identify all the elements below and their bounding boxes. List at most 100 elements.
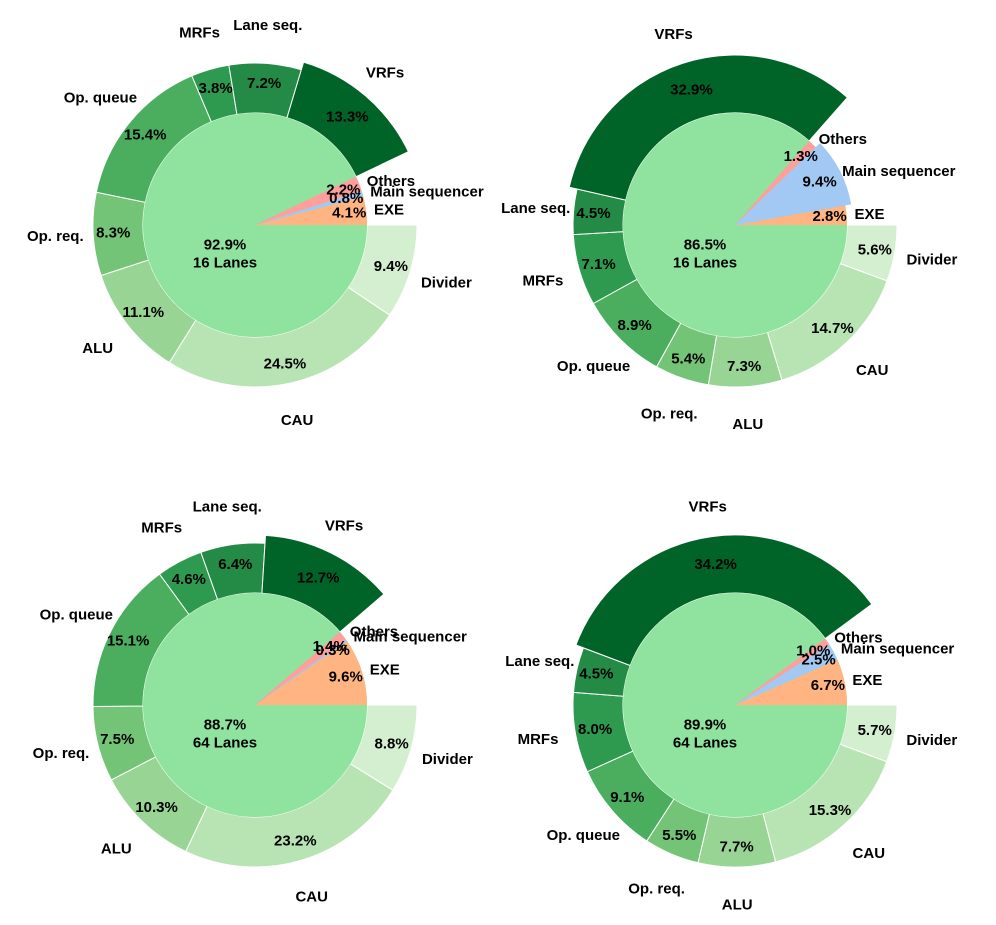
- outer-label-op-queue: 8.9%: [617, 317, 651, 334]
- outer-label-mrfs: 8.0%: [578, 721, 612, 738]
- inner-name-exe: EXE: [370, 661, 400, 678]
- wedges: [92, 61, 418, 388]
- outer-wedge-vrfs: [568, 54, 849, 201]
- outer-label-op-req: 5.4%: [671, 351, 705, 368]
- outer-name-mrfs: MRFs: [522, 272, 563, 289]
- outer-name-divider: Divider: [422, 751, 473, 768]
- outer-name-op-queue: Op. queue: [547, 827, 620, 844]
- outer-label-divider: 8.8%: [374, 735, 408, 752]
- outer-label-cau: 15.3%: [809, 802, 852, 819]
- outer-name-cau: CAU: [281, 412, 314, 429]
- inner-wedge-exe: [255, 196, 367, 225]
- inner-name-main-sequencer: Main sequencer: [354, 629, 468, 646]
- outer-label-op-req: 5.5%: [662, 827, 696, 844]
- outer-label-divider: 5.6%: [858, 241, 892, 258]
- inner-wedge-exe: [255, 641, 367, 705]
- inner-name-others: Others: [819, 131, 867, 148]
- inner-name-exe: EXE: [374, 201, 404, 218]
- inner-label-others: 1.4%: [313, 638, 347, 655]
- outer-name-op-queue: Op. queue: [40, 607, 113, 624]
- outer-label-lane-seq: 4.5%: [576, 205, 610, 222]
- outer-label-lane-seq: 7.2%: [247, 75, 281, 92]
- inner-wedge-main-sequencer: [735, 143, 852, 225]
- inner-wedge-others: [735, 140, 816, 225]
- inner-wedge-main-sequencer: [255, 639, 348, 705]
- outer-name-lane-seq: Lane seq.: [505, 653, 574, 670]
- outer-name-op-req: Op. req.: [641, 405, 698, 422]
- wedges: [572, 534, 898, 868]
- labels: 5.6% Divider 14.7% CAU 7.3% ALU 5.4% Op. req. 8.…: [501, 26, 957, 433]
- inner-wedge-others: [255, 631, 347, 705]
- outer-name-divider: Divider: [906, 732, 957, 749]
- inner-name-main-sequencer: Main sequencer: [841, 641, 955, 658]
- outer-label-op-req: 8.3%: [96, 225, 130, 242]
- outer-label-mrfs: 7.1%: [581, 256, 615, 273]
- center-caption: 16 Lanes: [193, 255, 257, 272]
- inner-name-exe: EXE: [852, 672, 882, 689]
- inner-label-exe: 6.7%: [811, 677, 845, 694]
- inner-wedge-others: [735, 638, 830, 705]
- inner-wedge-exe: [735, 205, 847, 225]
- inner-name-exe: EXE: [855, 206, 885, 223]
- outer-label-vrfs: 34.2%: [694, 556, 737, 573]
- outer-name-lane-seq: Lane seq.: [193, 498, 262, 515]
- center-value: 92.9%: [204, 237, 247, 254]
- outer-label-alu: 11.1%: [122, 304, 164, 321]
- outer-name-op-queue: Op. queue: [64, 90, 137, 107]
- outer-name-vrfs: VRFs: [689, 498, 727, 515]
- outer-label-divider: 5.7%: [858, 722, 892, 739]
- pie-chart-1: 9.4% Divider 24.5% CAU 11.1% ALU 8.3% Op. req. 1…: [27, 17, 484, 429]
- outer-label-alu: 7.3%: [727, 358, 761, 375]
- outer-name-cau: CAU: [856, 362, 889, 379]
- outer-name-alu: ALU: [732, 416, 763, 433]
- wedges: [568, 54, 898, 388]
- outer-label-alu: 10.3%: [135, 799, 178, 816]
- outer-label-vrfs: 13.3%: [326, 109, 369, 126]
- inner-wedge-others: [255, 176, 362, 225]
- outer-name-vrfs: VRFs: [366, 65, 404, 82]
- outer-name-op-req: Op. req.: [33, 745, 90, 762]
- inner-name-main-sequencer: Main sequencer: [842, 163, 956, 180]
- outer-label-vrfs: 32.9%: [670, 81, 713, 98]
- outer-name-divider: Divider: [421, 275, 472, 292]
- outer-label-lane-seq: 4.5%: [579, 666, 613, 683]
- outer-name-divider: Divider: [906, 252, 957, 269]
- inner-label-others: 1.0%: [796, 643, 830, 660]
- outer-label-op-queue: 9.1%: [610, 789, 644, 806]
- outer-name-cau: CAU: [853, 845, 886, 862]
- outer-wedge-vrfs: [261, 534, 385, 633]
- outer-name-op-req: Op. req.: [628, 881, 685, 898]
- outer-label-op-queue: 15.4%: [124, 126, 167, 143]
- outer-label-lane-seq: 6.4%: [218, 556, 252, 573]
- outer-name-alu: ALU: [722, 897, 753, 914]
- pie-chart-3: 8.8% Divider 23.2% CAU 10.3% ALU 7.5% Op. req. 1…: [33, 498, 473, 905]
- center-value: 88.7%: [204, 717, 247, 734]
- outer-label-vrfs: 12.7%: [297, 569, 340, 586]
- outer-name-op-queue: Op. queue: [557, 358, 630, 375]
- outer-label-mrfs: 3.8%: [198, 80, 232, 97]
- wedges: [92, 534, 418, 868]
- inner-name-main-sequencer: Main sequencer: [370, 184, 484, 201]
- outer-label-op-req: 7.5%: [100, 731, 134, 748]
- center-value: 89.9%: [684, 717, 727, 734]
- labels: 9.4% Divider 24.5% CAU 11.1% ALU 8.3% Op. req. 1…: [27, 17, 484, 429]
- outer-label-mrfs: 4.6%: [172, 571, 206, 588]
- outer-name-alu: ALU: [101, 841, 132, 858]
- outer-label-divider: 9.4%: [374, 258, 408, 275]
- inner-label-exe: 4.1%: [332, 204, 366, 221]
- outer-label-op-queue: 15.1%: [107, 633, 150, 650]
- outer-label-cau: 24.5%: [264, 355, 307, 372]
- outer-name-lane-seq: Lane seq.: [501, 200, 570, 217]
- inner-name-others: Others: [350, 624, 398, 641]
- outer-label-cau: 14.7%: [811, 320, 854, 337]
- center-caption: 16 Lanes: [673, 255, 737, 272]
- outer-wedge-divider: [347, 224, 418, 316]
- outer-name-vrfs: VRFs: [654, 26, 692, 43]
- outer-name-vrfs: VRFs: [325, 517, 363, 534]
- inner-label-main-sequencer: 0.8%: [329, 190, 363, 207]
- inner-label-others: 1.3%: [784, 148, 818, 165]
- inner-wedge-main-sequencer: [735, 644, 838, 705]
- pie-chart-2: 5.6% Divider 14.7% CAU 7.3% ALU 5.4% Op. req. 8.…: [501, 26, 957, 433]
- outer-name-lane-seq: Lane seq.: [233, 17, 302, 34]
